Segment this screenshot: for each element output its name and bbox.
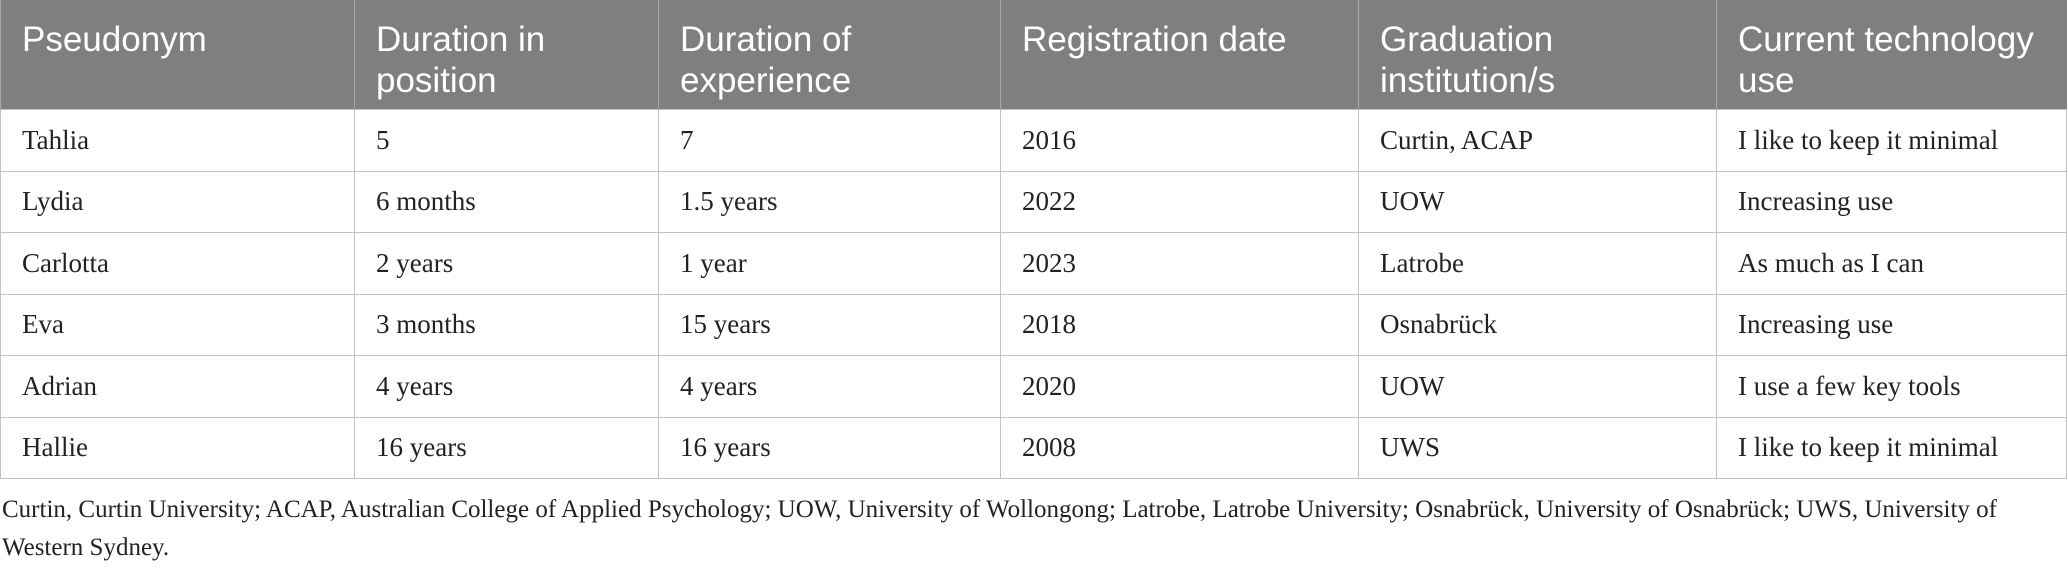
header-duration-in-position: Duration in position [354, 0, 659, 110]
cell-duration-in-position: 5 [354, 109, 659, 172]
header-duration-of-experience: Duration of experience [658, 0, 1001, 110]
cell-duration-of-experience: 15 years [658, 293, 1001, 356]
cell-registration-date: 2022 [1000, 170, 1359, 233]
cell-registration-date: 2016 [1000, 109, 1359, 172]
table-row: Adrian 4 years 4 years 2020 UOW I use a … [0, 355, 2067, 418]
cell-graduation-institutions: UWS [1358, 416, 1717, 479]
cell-duration-of-experience: 1.5 years [658, 170, 1001, 233]
header-graduation-institutions: Graduation institution/s [1358, 0, 1717, 110]
table-row: Carlotta 2 years 1 year 2023 Latrobe As … [0, 232, 2067, 295]
cell-duration-of-experience: 7 [658, 109, 1001, 172]
cell-duration-in-position: 16 years [354, 416, 659, 479]
cell-graduation-institutions: UOW [1358, 170, 1717, 233]
cell-duration-of-experience: 4 years [658, 355, 1001, 418]
cell-pseudonym: Hallie [0, 416, 355, 479]
cell-duration-in-position: 3 months [354, 293, 659, 356]
cell-duration-of-experience: 16 years [658, 416, 1001, 479]
cell-registration-date: 2008 [1000, 416, 1359, 479]
cell-registration-date: 2018 [1000, 293, 1359, 356]
cell-registration-date: 2023 [1000, 232, 1359, 295]
cell-current-technology-use: I like to keep it minimal [1716, 109, 2067, 172]
cell-pseudonym: Carlotta [0, 232, 355, 295]
cell-current-technology-use: Increasing use [1716, 170, 2067, 233]
cell-graduation-institutions: Osnabrück [1358, 293, 1717, 356]
header-registration-date: Registration date [1000, 0, 1359, 110]
table-row: Lydia 6 months 1.5 years 2022 UOW Increa… [0, 170, 2067, 233]
cell-pseudonym: Eva [0, 293, 355, 356]
cell-pseudonym: Tahlia [0, 109, 355, 172]
cell-duration-of-experience: 1 year [658, 232, 1001, 295]
cell-current-technology-use: I use a few key tools [1716, 355, 2067, 418]
header-row: Pseudonym Duration in position Duration … [0, 0, 2067, 110]
cell-current-technology-use: Increasing use [1716, 293, 2067, 356]
cell-duration-in-position: 6 months [354, 170, 659, 233]
cell-duration-in-position: 4 years [354, 355, 659, 418]
cell-registration-date: 2020 [1000, 355, 1359, 418]
cell-current-technology-use: I like to keep it minimal [1716, 416, 2067, 479]
table-header: Pseudonym Duration in position Duration … [0, 0, 2067, 110]
cell-graduation-institutions: Latrobe [1358, 232, 1717, 295]
table-footnote: Curtin, Curtin University; ACAP, Austral… [2, 496, 1997, 561]
table-row: Hallie 16 years 16 years 2008 UWS I like… [0, 416, 2067, 479]
table-row: Eva 3 months 15 years 2018 Osnabrück Inc… [0, 293, 2067, 356]
header-current-technology-use: Current technology use [1716, 0, 2067, 110]
cell-current-technology-use: As much as I can [1716, 232, 2067, 295]
cell-pseudonym: Lydia [0, 170, 355, 233]
participant-table: Pseudonym Duration in position Duration … [0, 0, 2067, 479]
cell-graduation-institutions: Curtin, ACAP [1358, 109, 1717, 172]
table-row: Tahlia 5 7 2016 Curtin, ACAP I like to k… [0, 109, 2067, 172]
header-pseudonym: Pseudonym [0, 0, 355, 110]
cell-duration-in-position: 2 years [354, 232, 659, 295]
cell-graduation-institutions: UOW [1358, 355, 1717, 418]
cell-pseudonym: Adrian [0, 355, 355, 418]
table-body: Tahlia 5 7 2016 Curtin, ACAP I like to k… [0, 109, 2067, 479]
